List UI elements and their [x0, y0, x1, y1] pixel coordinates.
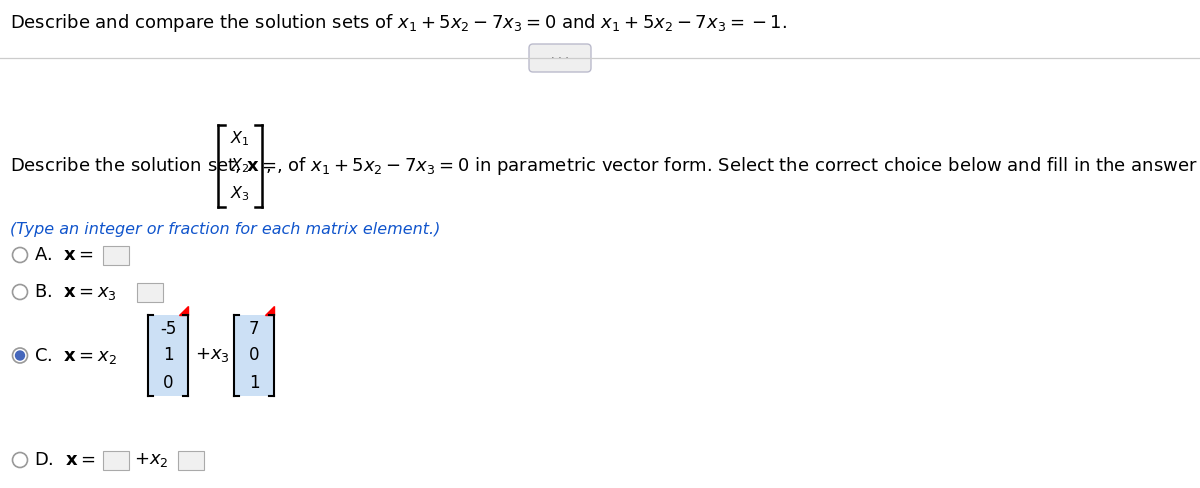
Text: $+ x_2$: $+ x_2$	[134, 451, 168, 469]
Polygon shape	[265, 306, 274, 315]
Text: $X_3$: $X_3$	[230, 184, 250, 203]
FancyBboxPatch shape	[137, 283, 163, 302]
Text: 0: 0	[248, 346, 259, 365]
Text: · · ·: · · ·	[551, 53, 569, 63]
Text: -5: -5	[160, 320, 176, 338]
FancyBboxPatch shape	[234, 315, 274, 396]
Text: A.  $\mathbf{x} = $: A. $\mathbf{x} = $	[34, 246, 94, 264]
FancyBboxPatch shape	[103, 450, 130, 469]
Text: , of $x_1 + 5x_2 - 7x_3 = 0$ in parametric vector form. Select the correct choic: , of $x_1 + 5x_2 - 7x_3 = 0$ in parametr…	[276, 155, 1200, 177]
FancyBboxPatch shape	[148, 315, 188, 396]
Text: $+ x_3$: $+ x_3$	[194, 346, 229, 365]
Text: Describe and compare the solution sets of $x_1 + 5x_2 - 7x_3 = 0$ and $x_1 + 5x_: Describe and compare the solution sets o…	[10, 12, 787, 34]
FancyBboxPatch shape	[529, 44, 592, 72]
Text: 1: 1	[248, 373, 259, 391]
Text: C.  $\mathbf{x} = x_2$: C. $\mathbf{x} = x_2$	[34, 346, 116, 366]
Text: 0: 0	[163, 373, 173, 391]
FancyBboxPatch shape	[103, 245, 130, 264]
Text: $X_1$: $X_1$	[230, 129, 250, 148]
Circle shape	[16, 351, 24, 360]
Text: 7: 7	[248, 320, 259, 338]
Text: (Type an integer or fraction for each matrix element.): (Type an integer or fraction for each ma…	[10, 222, 440, 237]
Text: Describe the solution set, $\mathbf{x} = $: Describe the solution set, $\mathbf{x} =…	[10, 155, 276, 175]
Text: D.  $\mathbf{x} = $: D. $\mathbf{x} = $	[34, 451, 95, 469]
Text: $X_2$: $X_2$	[230, 157, 250, 175]
Text: B.  $\mathbf{x} = x_3$: B. $\mathbf{x} = x_3$	[34, 282, 116, 302]
Text: ,: ,	[266, 157, 271, 175]
Polygon shape	[179, 306, 188, 315]
FancyBboxPatch shape	[178, 450, 204, 469]
Text: 1: 1	[163, 346, 173, 365]
